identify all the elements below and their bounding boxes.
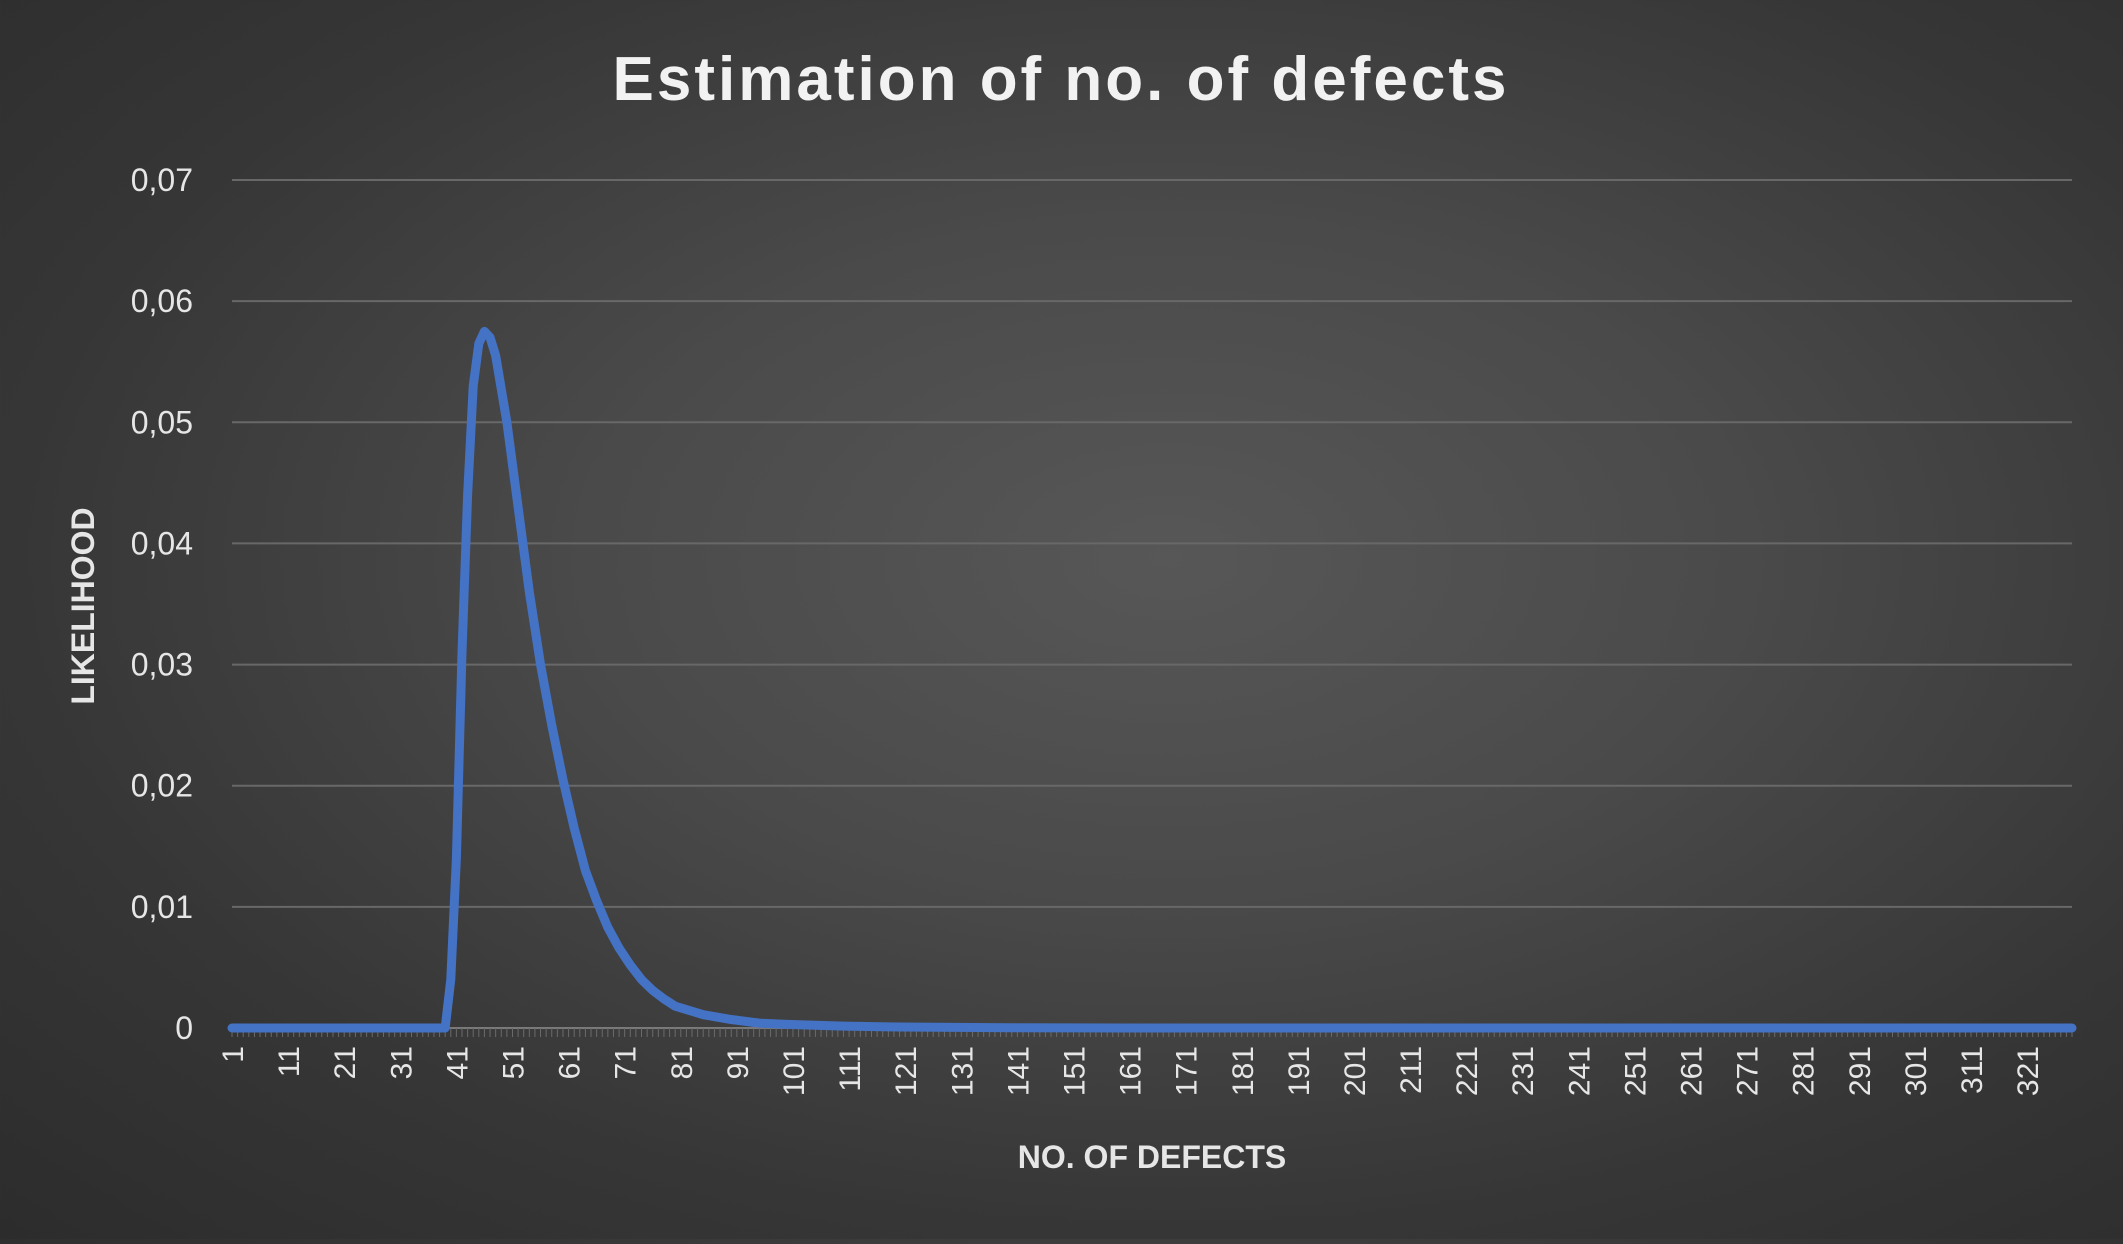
x-tick-label: 231 <box>1507 1046 1540 1096</box>
x-tick-label: 11 <box>273 1046 306 1077</box>
gridlines <box>232 179 2072 908</box>
x-tick-label: 21 <box>329 1046 362 1079</box>
x-tick-label: 211 <box>1395 1046 1428 1094</box>
y-tick-label: 0,01 <box>131 889 193 925</box>
x-tick-label: 111 <box>834 1046 867 1092</box>
x-tick-label: 321 <box>2012 1046 2045 1096</box>
chart-title: Estimation of no. of defects <box>613 45 1510 114</box>
series-line <box>227 326 2077 1033</box>
x-tick-label: 201 <box>1339 1046 1372 1096</box>
x-axis-ticks: 1 11 21 31 41 51 61 71 81 91 101 111 121 131 141 151 161… <box>217 1027 2073 1096</box>
x-tick-label: 301 <box>1900 1046 1933 1096</box>
x-tick-label: 181 <box>1227 1046 1260 1096</box>
x-tick-label: 81 <box>666 1046 699 1079</box>
x-tick-label: 91 <box>722 1046 755 1079</box>
y-tick-label: 0 <box>175 1010 193 1046</box>
x-tick-label: 251 <box>1619 1046 1652 1096</box>
y-axis-ticks: 0 0,01 0,02 0,03 0,04 0,05 0,06 0,07 <box>131 162 193 1046</box>
y-tick-label: 0,05 <box>131 404 193 440</box>
x-tick-label: 1 <box>217 1046 250 1063</box>
x-tick-label: 71 <box>610 1046 643 1079</box>
x-tick-label: 241 <box>1563 1046 1596 1096</box>
x-tick-label: 121 <box>890 1046 923 1096</box>
y-tick-label: 0,02 <box>131 768 193 804</box>
y-tick-label: 0,06 <box>131 283 193 319</box>
x-tick-label: 191 <box>1283 1046 1316 1096</box>
x-tick-label: 41 <box>441 1046 474 1079</box>
x-tick-label: 141 <box>1002 1046 1035 1096</box>
x-tick-label: 51 <box>497 1046 530 1079</box>
x-tick-label: 281 <box>1788 1046 1821 1096</box>
y-tick-label: 0,04 <box>131 525 193 561</box>
x-tick-label: 311 <box>1956 1046 1989 1094</box>
x-tick-label: 221 <box>1451 1046 1484 1096</box>
x-tick-label: 131 <box>946 1046 979 1096</box>
y-axis-label: LIKELIHOOD <box>65 507 101 704</box>
x-tick-label: 101 <box>778 1046 811 1096</box>
y-tick-label: 0,03 <box>131 647 193 683</box>
x-tick-label: 31 <box>385 1046 418 1079</box>
x-tick-label: 161 <box>1115 1046 1148 1096</box>
x-tick-label: 261 <box>1676 1046 1709 1096</box>
x-tick-label: 171 <box>1171 1046 1204 1096</box>
x-axis-label: NO. OF DEFECTS <box>1018 1139 1286 1175</box>
x-tick-label: 151 <box>1058 1046 1091 1096</box>
x-tick-label: 271 <box>1732 1046 1765 1096</box>
series-group <box>227 326 2077 1033</box>
y-tick-label: 0,07 <box>131 162 193 198</box>
x-tick-label: 61 <box>554 1046 587 1079</box>
x-tick-label: 291 <box>1844 1046 1877 1096</box>
